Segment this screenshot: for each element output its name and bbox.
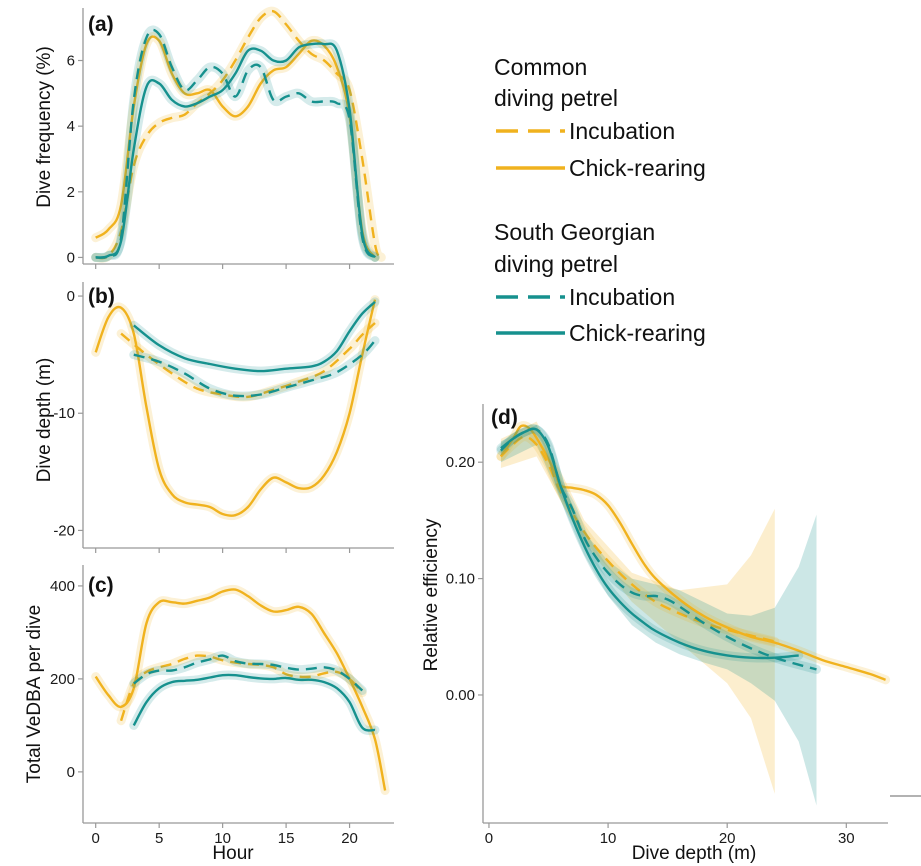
series-line bbox=[499, 424, 887, 681]
x-tick-label: 0 bbox=[485, 830, 493, 847]
x-axis-label-c: Hour bbox=[212, 843, 254, 864]
y-tick-label: 0 bbox=[67, 764, 75, 781]
y-tick-label: 2 bbox=[67, 184, 75, 201]
panel-label-c: (c) bbox=[88, 574, 114, 597]
legend-label-sg-chick-rearing: Chick-rearing bbox=[569, 320, 706, 346]
chart-d: (d) Relative efficiency Dive depth (m) 0… bbox=[421, 404, 891, 864]
series-line bbox=[133, 339, 376, 398]
chart-c: (c) Total VeDBA per dive Hour 0 200 400 0 5 1… bbox=[24, 565, 394, 864]
x-axis-label-d: Dive depth (m) bbox=[632, 843, 757, 864]
series-line bbox=[94, 299, 377, 517]
y-tick-label: 0.20 bbox=[446, 454, 475, 471]
series-line bbox=[133, 654, 364, 692]
panel-label-b: (b) bbox=[88, 285, 115, 308]
series-line bbox=[133, 301, 376, 373]
legend-label-sg-incubation: Incubation bbox=[569, 284, 675, 310]
y-axis-label-c: Total VeDBA per dive bbox=[24, 605, 45, 784]
chart-b: (b) Dive depth (m) 0 -10 -20 bbox=[34, 282, 394, 553]
y-tick-label: 0.00 bbox=[446, 687, 475, 704]
y-tick-label: -10 bbox=[53, 405, 75, 422]
x-tick-label: 10 bbox=[600, 830, 617, 847]
panel-label-a: (a) bbox=[88, 13, 114, 36]
series-line bbox=[95, 28, 376, 259]
x-tick-label: 20 bbox=[719, 830, 736, 847]
y-tick-label: 4 bbox=[67, 118, 75, 135]
confidence-band bbox=[500, 424, 817, 806]
series-line bbox=[95, 42, 377, 259]
y-tick-label: 400 bbox=[50, 578, 75, 595]
y-tick-label: 0 bbox=[67, 249, 75, 266]
y-axis-label-b: Dive depth (m) bbox=[34, 358, 55, 483]
series-line bbox=[119, 654, 364, 722]
series-line bbox=[500, 435, 776, 643]
x-tick-label: 10 bbox=[214, 830, 231, 847]
confidence-band bbox=[500, 421, 775, 794]
panel-label-d: (d) bbox=[491, 406, 518, 429]
series-line bbox=[500, 427, 799, 660]
y-tick-label: 0.10 bbox=[446, 571, 475, 588]
legend-title-sg-line1: South Georgian bbox=[494, 219, 655, 245]
legend-label-common-incubation: Incubation bbox=[569, 118, 675, 144]
legend: Common diving petrel Incubation Chick-re… bbox=[494, 54, 706, 346]
x-tick-label: 5 bbox=[155, 830, 163, 847]
legend-title-common-line2: diving petrel bbox=[494, 85, 618, 111]
legend-title-common-line1: Common bbox=[494, 54, 587, 80]
y-tick-label: 200 bbox=[50, 671, 75, 688]
x-tick-label: 0 bbox=[92, 830, 100, 847]
chart-a: (a) Dive frequency (%) 0 2 4 6 bbox=[34, 6, 394, 269]
series-line bbox=[132, 673, 376, 732]
y-axis-label-a: Dive frequency (%) bbox=[34, 46, 55, 208]
y-tick-label: 0 bbox=[67, 288, 75, 305]
y-axis-label-d: Relative efficiency bbox=[421, 518, 442, 671]
series-line bbox=[94, 588, 387, 791]
series-line bbox=[95, 35, 377, 259]
series-line bbox=[120, 322, 376, 399]
legend-title-sg-line2: diving petrel bbox=[494, 251, 618, 277]
x-tick-label: 15 bbox=[278, 830, 295, 847]
x-tick-label: 30 bbox=[838, 830, 855, 847]
y-tick-label: -20 bbox=[53, 522, 75, 539]
legend-label-common-chick-rearing: Chick-rearing bbox=[569, 155, 706, 181]
y-tick-label: 6 bbox=[67, 53, 75, 70]
x-tick-label: 20 bbox=[341, 830, 358, 847]
